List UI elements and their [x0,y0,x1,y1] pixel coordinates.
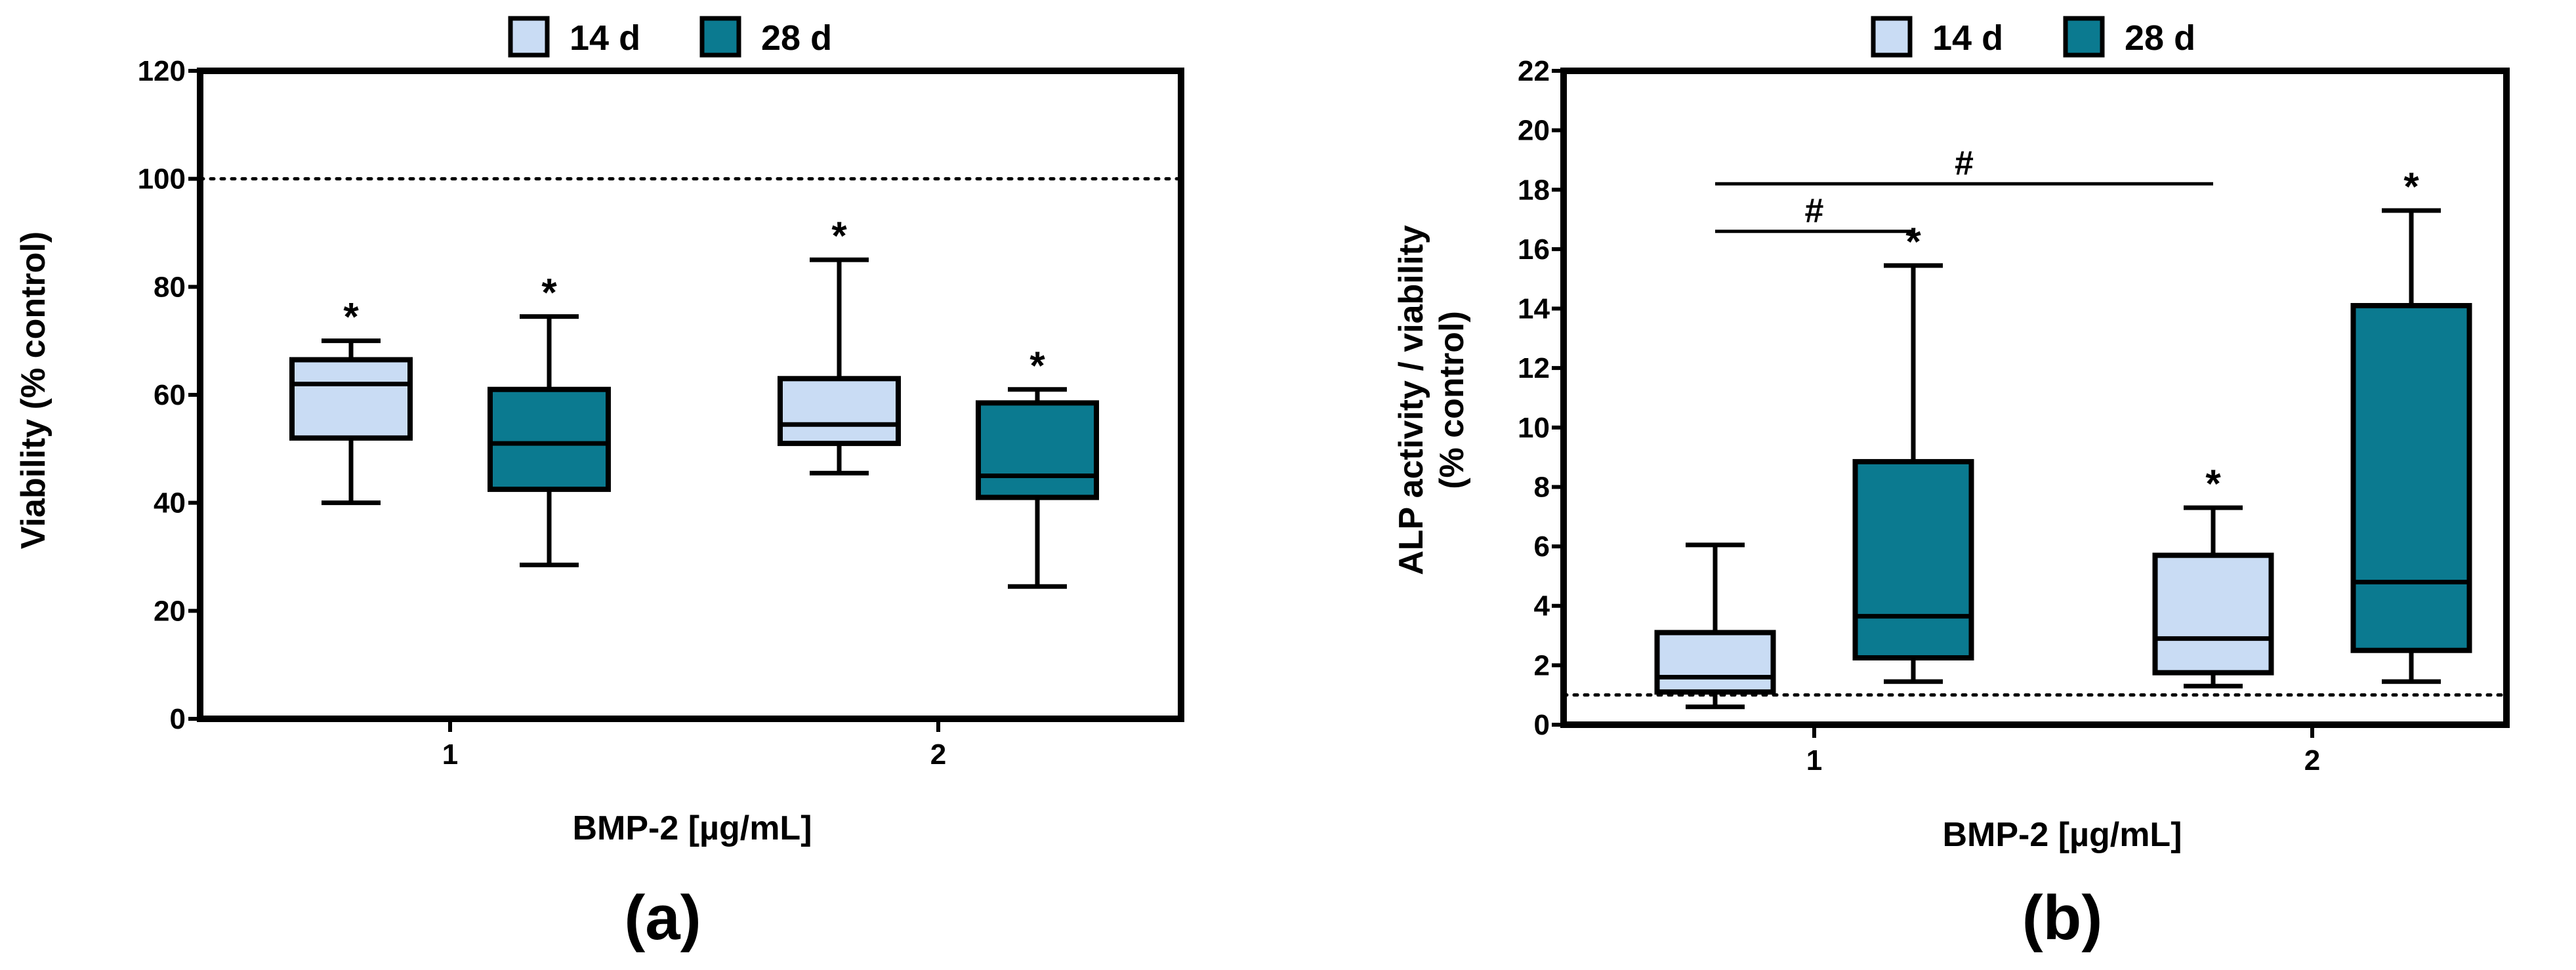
box-b-14d-cat2: * [2152,462,2274,689]
y-tick-label-a-20: 20 [154,595,186,627]
panel-label-b: (b) [2022,883,2103,953]
box-b-14d-cat1 [1654,542,1776,710]
x-axis-title-b: BMP-2 [µg/mL] [1942,816,2182,854]
legend-label-28d-b: 28 d [2125,18,2195,58]
box-b-28d-cat2: * [2350,165,2472,684]
y-tick-label-b-18: 18 [1518,174,1550,206]
y-tick-label-a-60: 60 [154,379,186,411]
panel-a: 14 d 28 d Viability (% control) BMP-2 [µ… [14,16,1184,953]
y-tick-label-b-6: 6 [1534,531,1550,563]
significance-star-a-28d-cat1: * [541,271,557,315]
significance-label-b-1: # [1955,144,1974,182]
legend-label-28d-a: 28 d [761,18,832,58]
box-body-b-28d-cat2 [2350,303,2472,653]
y-tick-label-b-20: 20 [1518,115,1550,147]
box-body-a-28d-cat2 [976,400,1099,500]
box-body-a-28d-cat1 [488,386,611,493]
y-axis-title-b-line2: (% control) [1433,311,1471,489]
box-body-b-14d-cat2 [2152,552,2274,676]
panel-b: 14 d 28 d ALP activity / viability (% co… [1392,16,2510,953]
legend-label-14d-a: 14 d [570,18,640,58]
y-tick-label-b-12: 12 [1518,352,1550,384]
legend-swatch-28d-a [699,16,741,58]
legend-swatch-28d-b [2063,16,2105,58]
box-a-14d-cat2: * [778,214,901,475]
y-tick-label-b-16: 16 [1518,233,1550,266]
y-tick-label-b-8: 8 [1534,471,1550,503]
y-tick-label-a-0: 0 [170,703,186,735]
y-tick-label-b-2: 2 [1534,649,1550,681]
y-tick-label-b-22: 22 [1518,55,1550,87]
significance-label-b-0: # [1805,192,1824,230]
y-tick-label-b-4: 4 [1534,590,1550,622]
legend-swatch-14d-a [508,16,550,58]
legend-swatch-14d-b [1871,16,1913,58]
significance-star-a-14d-cat2: * [831,214,847,258]
significance-star-b-28d-cat2: * [2403,165,2419,209]
box-a-28d-cat1: * [488,271,611,567]
y-tick-label-b-14: 14 [1518,293,1550,325]
significance-star-a-14d-cat1: * [343,295,359,339]
plot-frame-b [1560,68,2510,728]
significance-star-a-28d-cat2: * [1029,344,1045,388]
box-a-28d-cat2: * [976,344,1099,589]
legend-label-14d-b: 14 d [1932,18,2003,58]
box-body-b-14d-cat1 [1654,630,1776,695]
legend-b: 14 d 28 d [1871,16,2195,58]
x-tick-label-a-2: 2 [930,738,946,771]
legend-a: 14 d 28 d [508,16,832,58]
y-tick-label-a-80: 80 [154,271,186,303]
x-tick-label-a-1: 1 [442,738,458,771]
y-axis-title-b-line1: ALP activity / viability [1392,225,1430,575]
y-tick-label-b-0: 0 [1534,709,1550,741]
significance-star-b-28d-cat1: * [1905,220,1921,264]
y-tick-label-a-100: 100 [138,163,186,195]
box-body-a-14d-cat1 [289,357,413,441]
panel-label-a: (a) [624,883,701,953]
x-axis-title-a: BMP-2 [µg/mL] [572,809,812,847]
box-b-28d-cat1: * [1852,220,1974,684]
x-tick-label-b-1: 1 [1806,744,1822,777]
box-a-14d-cat1: * [289,295,413,506]
box-body-b-28d-cat1 [1852,458,1974,661]
y-axis-title-a: Viability (% control) [14,232,52,549]
box-body-a-14d-cat2 [778,376,901,447]
y-tick-label-a-40: 40 [154,487,186,519]
significance-star-b-14d-cat2: * [2205,462,2221,506]
y-tick-label-b-10: 10 [1518,412,1550,444]
x-tick-label-b-2: 2 [2304,744,2320,777]
y-tick-label-a-120: 120 [138,55,186,87]
plot-frame-a [197,68,1184,722]
